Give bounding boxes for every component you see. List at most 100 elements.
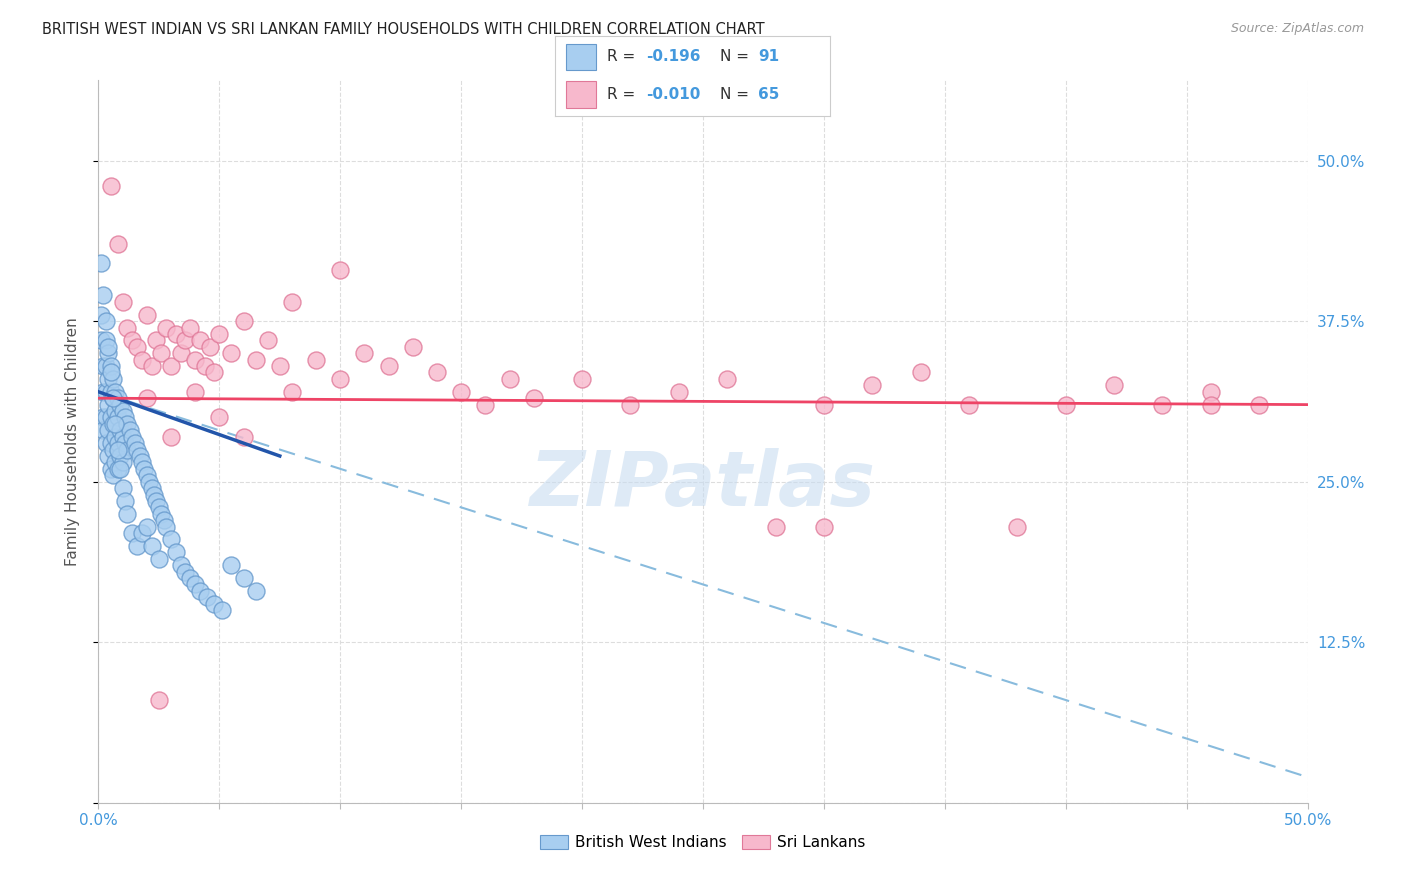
Y-axis label: Family Households with Children: Family Households with Children (65, 318, 80, 566)
Point (169, 346, 191, 360)
Point (135, 308, 157, 322)
Point (148, 500, 170, 515)
Point (765, 519, 787, 533)
Point (97, 340, 120, 354)
Text: ZIPatlas: ZIPatlas (530, 448, 876, 522)
Point (1007, 519, 1029, 533)
Point (91, 359, 114, 373)
Point (117, 320, 139, 334)
Point (121, 334, 143, 348)
Point (94, 410, 117, 425)
Point (1054, 398, 1077, 412)
Point (111, 294, 134, 309)
Point (160, 430, 183, 444)
Point (221, 558, 243, 573)
Point (1199, 384, 1222, 399)
Point (111, 404, 134, 418)
Text: -0.196: -0.196 (645, 49, 700, 64)
Point (100, 436, 122, 450)
Text: Source: ZipAtlas.com: Source: ZipAtlas.com (1230, 22, 1364, 36)
Point (377, 359, 399, 373)
Point (165, 326, 187, 341)
Point (148, 551, 170, 566)
Point (232, 571, 254, 585)
Point (100, 410, 122, 425)
Point (104, 384, 127, 399)
Point (131, 352, 153, 367)
Point (94, 314, 117, 328)
Point (1152, 398, 1174, 412)
Point (188, 583, 211, 598)
Legend: British West Indians, Sri Lankans: British West Indians, Sri Lankans (534, 830, 872, 856)
Point (97, 398, 120, 412)
Point (101, 391, 124, 405)
Point (108, 423, 131, 437)
Point (121, 430, 143, 444)
Point (184, 384, 207, 399)
Point (101, 372, 124, 386)
Text: BRITISH WEST INDIAN VS SRI LANKAN FAMILY HOUSEHOLDS WITH CHILDREN CORRELATION CH: BRITISH WEST INDIAN VS SRI LANKAN FAMILY… (42, 22, 765, 37)
Point (107, 442, 129, 457)
Point (91, 410, 114, 425)
Point (101, 442, 124, 457)
Point (957, 398, 980, 412)
Point (150, 346, 173, 360)
Point (910, 366, 932, 380)
Text: R =: R = (607, 49, 641, 64)
Point (104, 404, 127, 418)
Point (716, 372, 738, 386)
Point (179, 320, 201, 334)
Point (100, 179, 122, 194)
Point (1102, 378, 1125, 392)
Point (571, 372, 593, 386)
Point (208, 410, 231, 425)
Point (108, 398, 131, 412)
Point (145, 334, 167, 348)
Point (131, 455, 153, 469)
Bar (567, 81, 596, 108)
Point (155, 519, 177, 533)
Point (90, 256, 112, 270)
Text: 65: 65 (758, 87, 780, 103)
Point (450, 384, 472, 399)
Point (188, 334, 211, 348)
Point (135, 391, 157, 405)
Point (860, 378, 883, 392)
Point (97, 346, 120, 360)
Point (138, 475, 160, 489)
Point (117, 507, 139, 521)
Point (121, 526, 143, 541)
Point (101, 417, 124, 431)
Point (107, 436, 129, 450)
Point (305, 352, 328, 367)
Point (118, 423, 141, 437)
Point (208, 326, 231, 341)
Point (165, 545, 187, 559)
Point (152, 513, 174, 527)
Point (107, 410, 129, 425)
Point (195, 591, 218, 605)
Point (101, 391, 124, 405)
Point (91, 423, 114, 437)
Point (353, 346, 375, 360)
Point (134, 462, 156, 476)
Point (141, 539, 163, 553)
Point (1249, 398, 1271, 412)
Point (204, 366, 226, 380)
Point (114, 436, 136, 450)
Point (97, 423, 120, 437)
Point (108, 462, 131, 476)
Point (169, 558, 191, 573)
Point (211, 603, 233, 617)
Point (1199, 398, 1222, 412)
Point (104, 455, 127, 469)
Point (135, 519, 157, 533)
Text: N =: N = (720, 87, 754, 103)
Point (256, 334, 278, 348)
Point (329, 372, 352, 386)
Point (194, 359, 217, 373)
Point (111, 430, 134, 444)
Point (108, 449, 131, 463)
Point (94, 334, 117, 348)
Point (127, 442, 149, 457)
